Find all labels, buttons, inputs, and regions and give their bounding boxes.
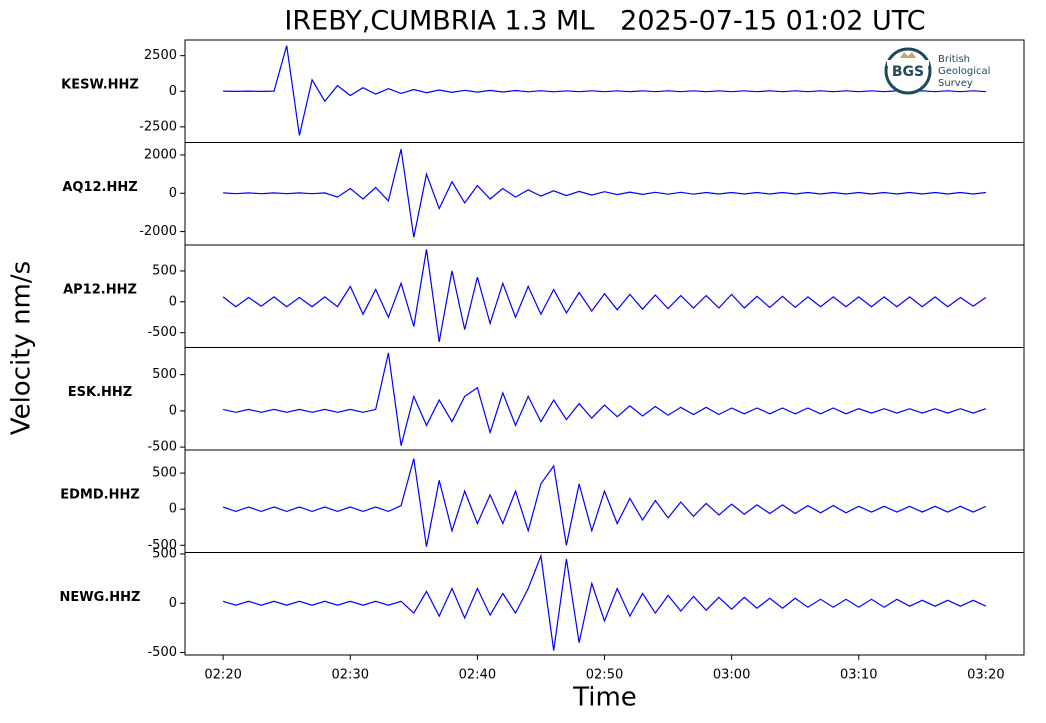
- y-tick-label: 0: [169, 502, 177, 517]
- logo-gap: [887, 60, 929, 66]
- y-axis-title: Velocity nm/s: [7, 261, 37, 435]
- y-tick-label: 0: [169, 403, 177, 418]
- y-tick-label: 500: [152, 546, 177, 561]
- waveform: [222, 352, 987, 446]
- y-tick-label: 0: [169, 294, 177, 309]
- chart-title: IREBY,CUMBRIA 1.3 ML 2025-07-15 01:02 UT…: [284, 6, 925, 37]
- x-tick-label: 02:40: [459, 668, 496, 683]
- waveform: [222, 458, 987, 547]
- logo: BGS British Geological Survey: [884, 47, 990, 95]
- y-tick-label: 500: [152, 367, 177, 382]
- trace-label: AQ12.HHZ: [62, 180, 137, 195]
- y-tick-label: 2000: [144, 147, 177, 162]
- y-tick-label: 0: [169, 186, 177, 201]
- trace-label: AP12.HHZ: [63, 283, 137, 298]
- y-tick-label: -500: [147, 645, 177, 660]
- trace-label: EDMD.HHZ: [60, 488, 140, 503]
- y-tick-label: 2500: [144, 48, 177, 63]
- waveform: [223, 45, 986, 136]
- logo-text: Survey: [938, 78, 973, 89]
- y-tick-label: -2000: [139, 224, 177, 239]
- logo-text: British: [938, 54, 970, 65]
- logo-crown: [900, 52, 916, 58]
- trace-label: ESK.HHZ: [68, 385, 132, 400]
- y-tick-label: -500: [147, 538, 177, 553]
- logo-mark: BGS: [892, 64, 924, 80]
- x-tick-label: 02:50: [586, 668, 623, 683]
- x-tick-label: 03:10: [840, 668, 877, 683]
- trace-label: KESW.HHZ: [61, 78, 139, 93]
- y-tick-label: -500: [147, 440, 177, 455]
- x-tick-label: 03:20: [967, 668, 1004, 683]
- logo-text: Geological: [938, 66, 990, 77]
- y-tick-label: 500: [152, 263, 177, 278]
- y-tick-label: 0: [169, 84, 177, 99]
- trace-label: NEWG.HHZ: [60, 590, 141, 605]
- x-tick-label: 02:20: [204, 668, 241, 683]
- y-tick-label: -2500: [139, 119, 177, 134]
- waveform: [223, 149, 986, 238]
- x-tick-label: 03:00: [713, 668, 750, 683]
- y-tick-label: 500: [152, 466, 177, 481]
- y-tick-label: -500: [147, 325, 177, 340]
- waveform: [222, 249, 987, 343]
- x-axis-title: Time: [572, 683, 637, 713]
- x-tick-label: 02:30: [332, 668, 369, 683]
- waveform: [222, 553, 987, 651]
- y-tick-label: 0: [169, 596, 177, 611]
